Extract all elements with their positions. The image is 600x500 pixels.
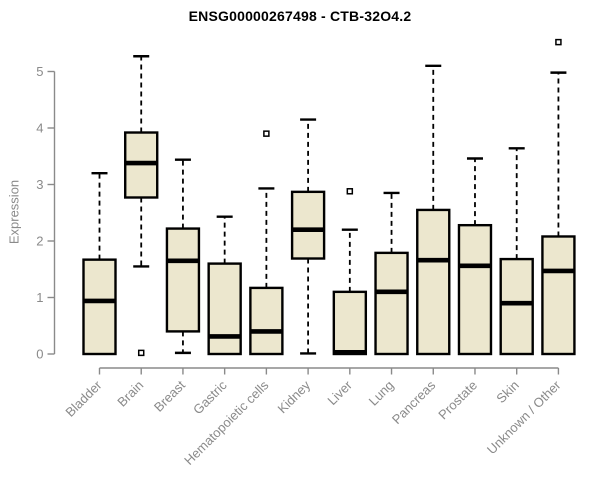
boxplot-group (165, 158, 201, 355)
y-tick-label: 4 (36, 121, 43, 136)
boxplot-group (82, 171, 117, 356)
x-tick-label: Gastric (190, 377, 230, 417)
boxplot-group (207, 215, 242, 356)
iqr-box (499, 257, 534, 356)
boxplot-group (332, 188, 368, 356)
iqr-box (374, 251, 409, 356)
boxplot-group (416, 64, 451, 356)
boxplot-group (457, 157, 493, 356)
iqr-box (457, 223, 493, 356)
x-tick-label: Pancreas (389, 377, 439, 427)
y-tick-label: 0 (36, 347, 43, 362)
x-tick-label: Prostate (435, 378, 480, 423)
boxplot-group (541, 38, 576, 356)
outlier-point (555, 38, 562, 46)
outlier-point (346, 188, 354, 195)
boxplot-group (290, 118, 326, 355)
iqr-box (82, 258, 117, 356)
iqr-box (541, 235, 576, 356)
iqr-box (332, 290, 368, 356)
x-tick-label: Bladder (62, 377, 105, 420)
boxplot-group (499, 147, 534, 356)
outlier-point (263, 130, 270, 137)
iqr-box (165, 227, 201, 333)
x-tick-label: Kidney (275, 377, 314, 416)
iqr-box (416, 208, 451, 356)
iqr-box (207, 262, 242, 356)
x-tick-label: Breast (151, 377, 188, 414)
x-tick-label: Skin (493, 378, 521, 406)
y-tick-label: 1 (36, 290, 43, 305)
x-tick-label: Lung (366, 378, 397, 409)
outlier-point (137, 349, 145, 357)
chart-title: ENSG00000267498 - CTB-32O4.2 (188, 8, 412, 24)
y-tick-label: 2 (36, 234, 43, 249)
boxplot-group (124, 55, 159, 357)
boxplot-group (374, 191, 409, 356)
iqr-box (290, 190, 326, 260)
x-tick-label: Liver (324, 377, 355, 408)
y-tick-label: 3 (36, 177, 43, 192)
boxplot-group (249, 130, 284, 356)
x-tick-label: Brain (114, 378, 146, 410)
iqr-box (249, 286, 284, 356)
x-tick-label: Unknown / Other (484, 377, 564, 457)
y-tick-label: 5 (36, 64, 43, 79)
